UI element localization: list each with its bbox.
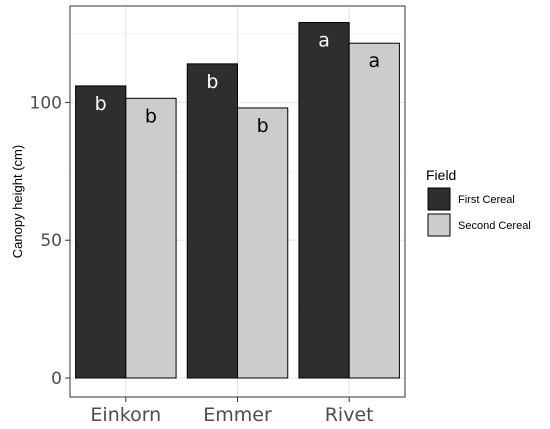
bars: b b a b b a: [75, 22, 400, 379]
x-tick-label: Einkorn: [90, 404, 161, 426]
bar-label: a: [318, 30, 330, 52]
bar: [348, 42, 400, 379]
legend-key: [427, 213, 451, 237]
bar-label: a: [368, 50, 380, 72]
legend-key: [427, 187, 451, 211]
bar: [186, 63, 238, 379]
y-tick-label: 100: [30, 93, 62, 113]
plot-panel: b b a b b a: [69, 5, 406, 398]
x-tick-label: Emmer: [203, 404, 272, 426]
y-axis-label: Canopy height (cm): [10, 145, 25, 258]
bar: [75, 85, 127, 379]
y-axis: 0 50 100: [30, 93, 70, 389]
bar-label: b: [257, 115, 269, 137]
y-tick-label: 50: [40, 231, 62, 251]
bar-label: b: [206, 71, 218, 93]
x-axis: Einkorn Emmer Rivet: [90, 397, 374, 426]
legend-label: First Cereal: [458, 194, 515, 206]
legend-title: Field: [426, 167, 456, 183]
x-tick-label: Rivet: [325, 404, 374, 426]
bar-label: b: [145, 105, 157, 127]
legend: Field First Cereal Second Cereal: [426, 167, 531, 237]
y-tick-label: 0: [51, 369, 62, 389]
bar-label: b: [95, 93, 107, 115]
bar: [237, 107, 289, 379]
legend-label: Second Cereal: [458, 220, 531, 232]
bar: [298, 22, 350, 379]
bar: [125, 97, 177, 379]
